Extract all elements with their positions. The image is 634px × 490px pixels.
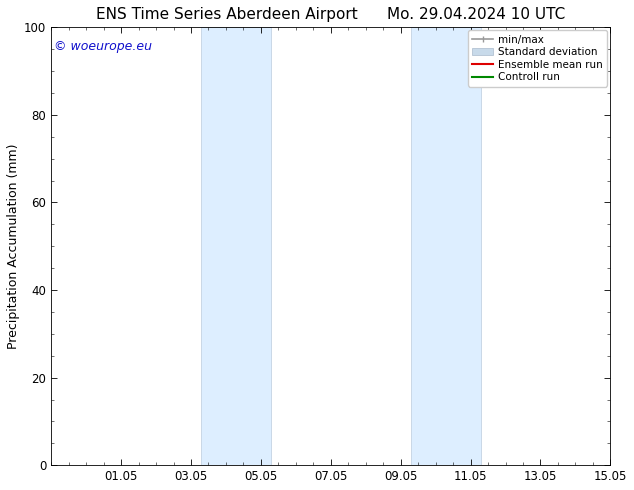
Text: © woeurope.eu: © woeurope.eu	[54, 40, 152, 53]
Y-axis label: Precipitation Accumulation (mm): Precipitation Accumulation (mm)	[7, 144, 20, 349]
Title: ENS Time Series Aberdeen Airport      Mo. 29.04.2024 10 UTC: ENS Time Series Aberdeen Airport Mo. 29.…	[96, 7, 566, 22]
Bar	[411, 27, 481, 465]
Legend: min/max, Standard deviation, Ensemble mean run, Controll run: min/max, Standard deviation, Ensemble me…	[468, 30, 607, 87]
Bar	[202, 27, 271, 465]
